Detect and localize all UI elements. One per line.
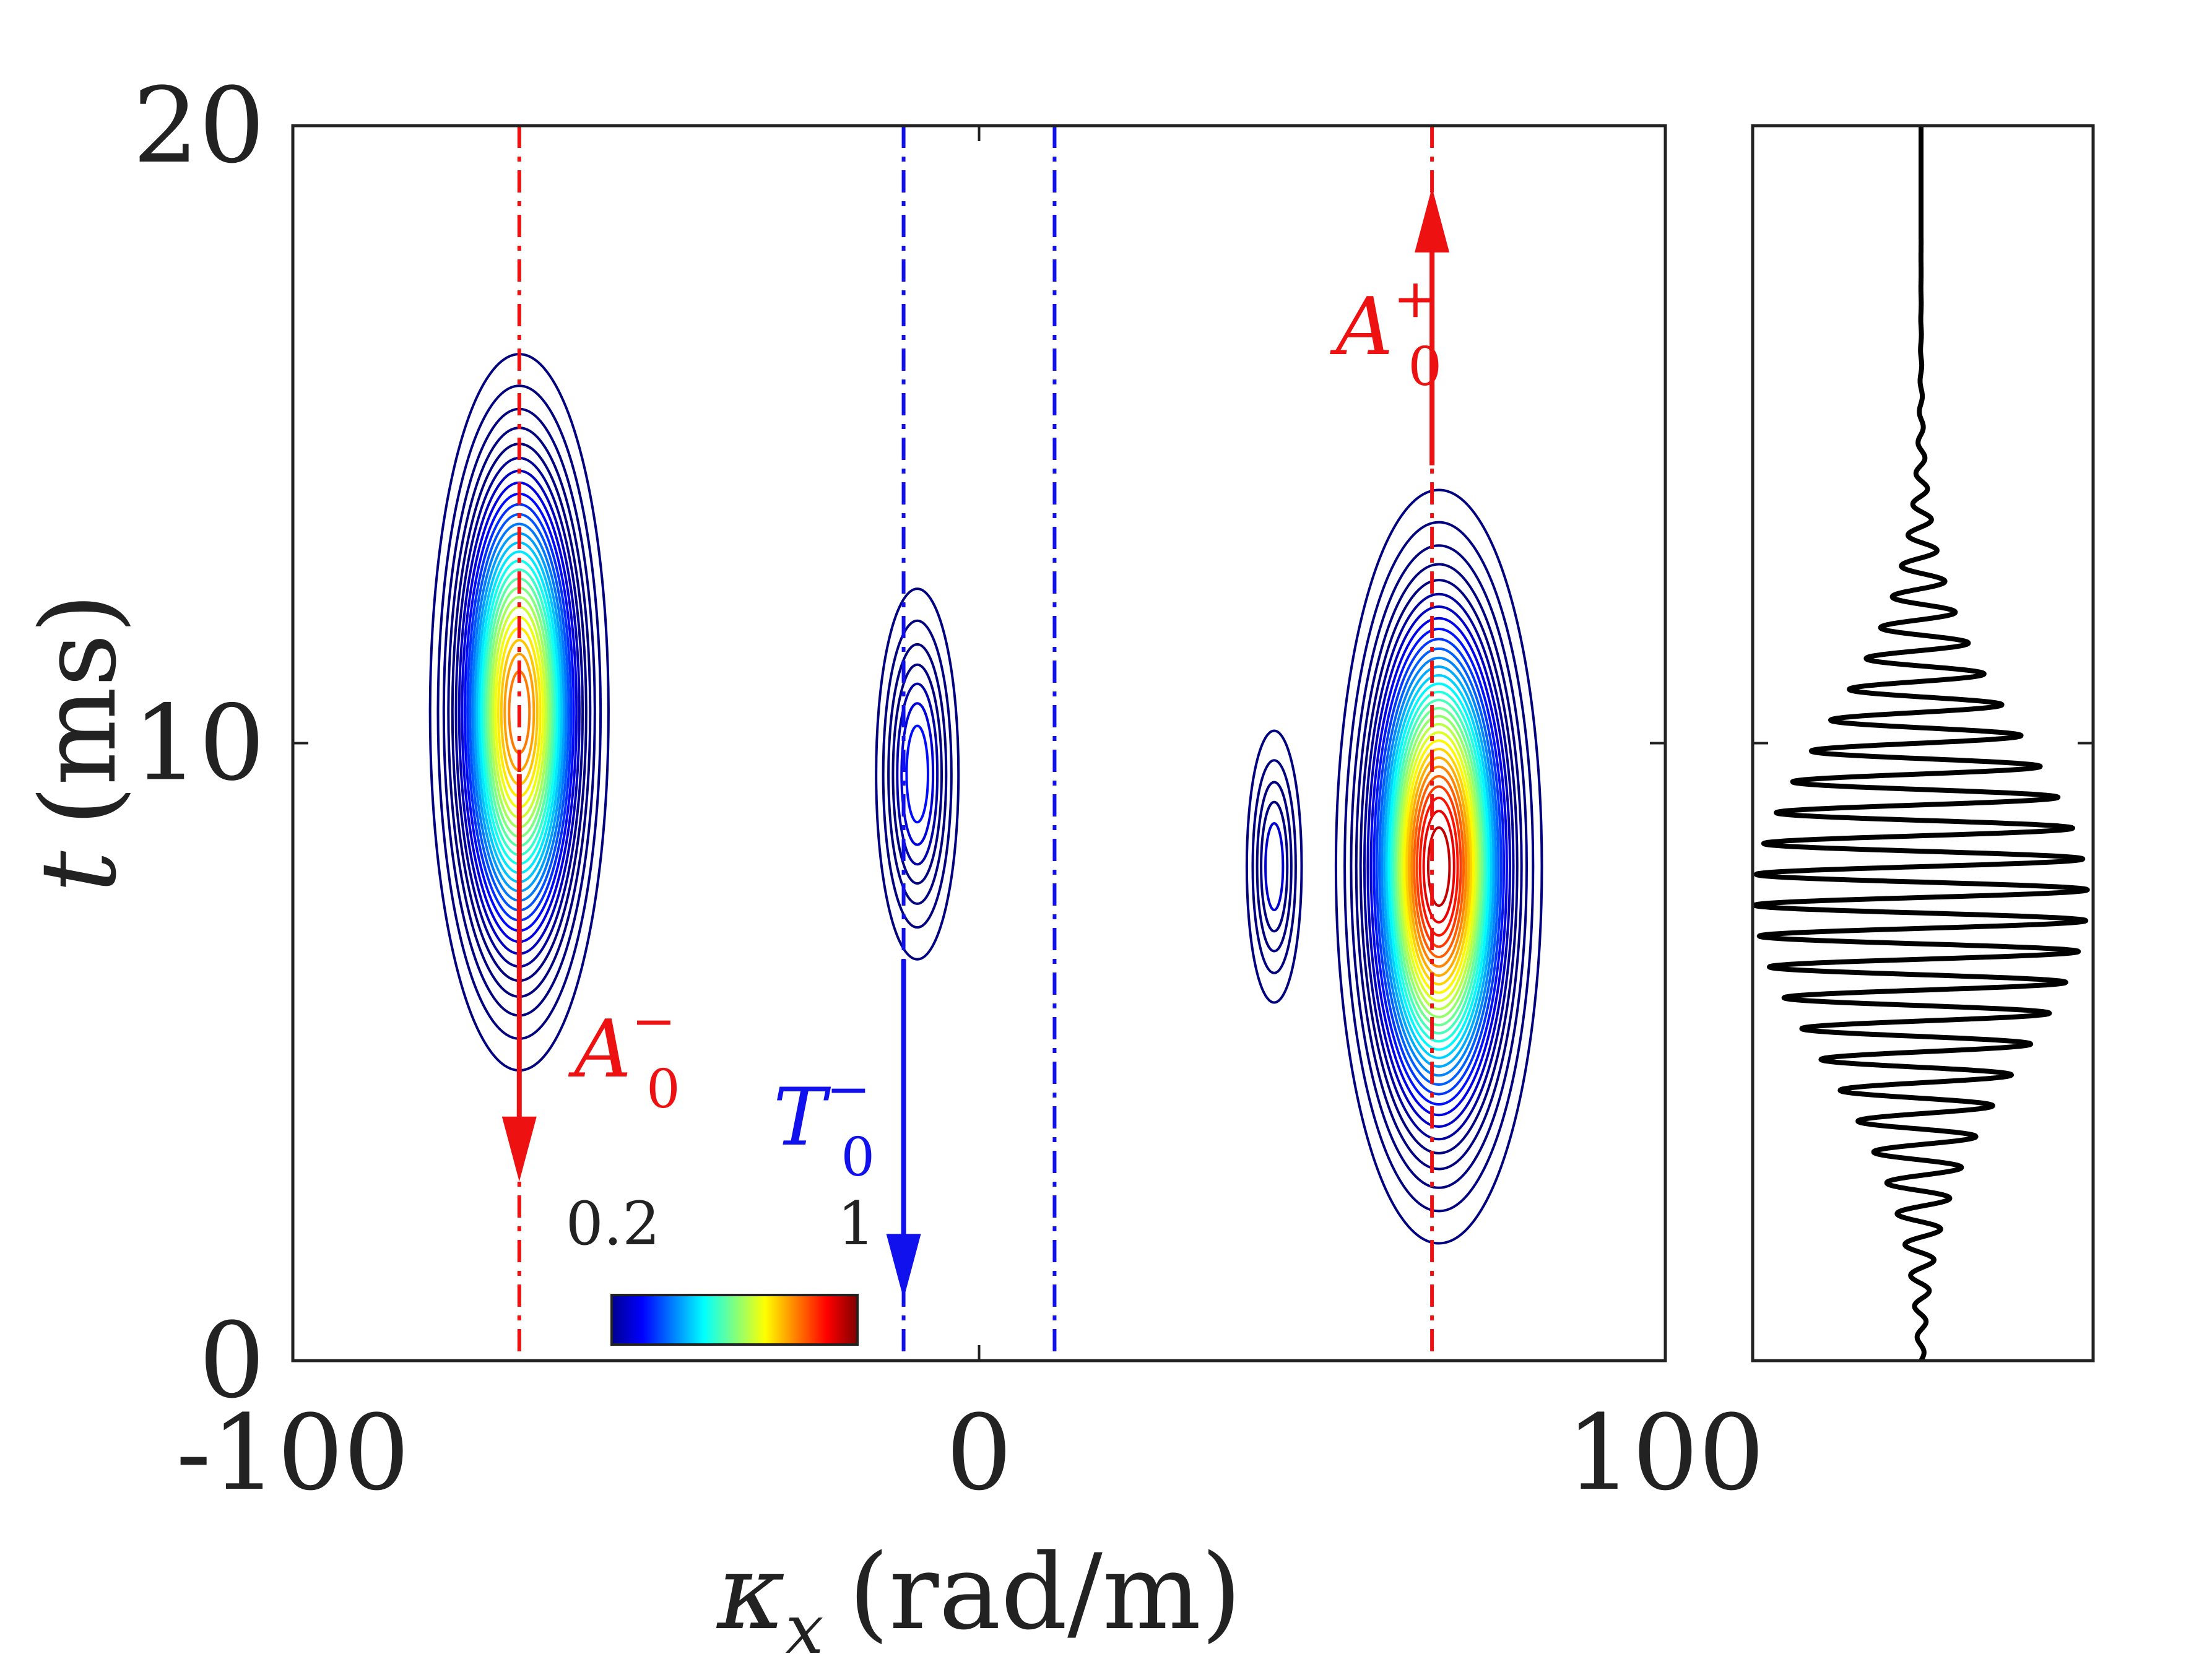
A0-plus-line: A+ 0 <box>1330 126 1450 1361</box>
contour-level <box>1369 617 1508 1117</box>
contour-level <box>1264 822 1285 911</box>
contour-level <box>1366 605 1511 1128</box>
contour-level <box>1415 785 1462 948</box>
reference-lines: A− 0 T− 0A+ 0 <box>501 126 1450 1361</box>
A0-minus-line-arrow-head <box>501 1116 537 1182</box>
contour-level <box>1422 810 1455 924</box>
contour-level <box>1343 521 1535 1213</box>
x-tick-label: 100 <box>1566 1392 1765 1514</box>
contour-level <box>1375 638 1503 1096</box>
A0-minus-line-label-symbol: A <box>568 1003 631 1096</box>
contour-level <box>1392 698 1486 1035</box>
side-axis-ticks <box>1753 124 2093 1362</box>
colorbar-min-label: 0.2 <box>566 1189 661 1258</box>
T0-minus-packet <box>875 587 960 961</box>
contour-level <box>1394 707 1484 1026</box>
A0-plus-packet <box>1334 488 1543 1245</box>
y-axis-unit: (ms) <box>18 593 139 826</box>
contour-level <box>1251 759 1297 974</box>
A0-minus-line-label-sup: − <box>631 990 676 1052</box>
T0-minus-line-label-symbol: T <box>773 1072 831 1164</box>
contour-level <box>1373 628 1506 1106</box>
small-packet <box>1245 729 1303 1004</box>
contour-level <box>900 702 935 846</box>
contour-level <box>1405 748 1473 985</box>
contour-level <box>1334 488 1543 1245</box>
y-tick-label: 20 <box>132 65 265 186</box>
T0-minus-line-label: T− 0 <box>773 1059 875 1189</box>
T0-minus-line: T− 0 <box>773 126 921 1361</box>
A0-minus-line-label: A− 0 <box>568 990 680 1120</box>
A0-plus-line-label-sub: 0 <box>1408 336 1442 398</box>
contour-level <box>1399 722 1480 1011</box>
A0-plus-line-label: A+ 0 <box>1330 268 1442 398</box>
time-signal-line <box>1753 126 2090 1361</box>
contour-level <box>1403 739 1475 994</box>
A0-plus-line-label-symbol: A <box>1330 281 1393 373</box>
contour-level <box>1359 579 1519 1154</box>
contour-level <box>1381 656 1498 1077</box>
contour-level <box>1355 563 1523 1171</box>
contour-level <box>1245 729 1303 1004</box>
contour-level <box>1378 647 1500 1086</box>
contour-level <box>1396 714 1481 1019</box>
contour-level <box>1385 674 1493 1060</box>
contour-level <box>1387 682 1490 1051</box>
x-axis-subscript: x <box>786 1590 824 1659</box>
contour-level <box>1382 665 1495 1068</box>
contour-level <box>1350 544 1528 1189</box>
colorbar: 0.2 1 <box>566 1189 875 1346</box>
x-axis-label: κx (rad/m) <box>716 1531 1241 1659</box>
contour-level <box>882 619 953 929</box>
contour-level <box>891 663 943 885</box>
T0-minus-line-arrow-head <box>886 1234 921 1299</box>
side-signal-panel <box>1751 124 2095 1362</box>
colorbar-max-label: 1 <box>837 1189 875 1258</box>
contour-level <box>1363 592 1515 1141</box>
A0-minus-line-label-sub: 0 <box>646 1059 680 1120</box>
contour-level <box>1260 800 1289 933</box>
y-tick-label: 0 <box>199 1300 265 1421</box>
x-axis-unit: (rad/m) <box>849 1531 1242 1653</box>
x-tick-label: 0 <box>946 1392 1012 1514</box>
y-tick-label: 10 <box>132 683 265 804</box>
T0-minus-line-label-sup: − <box>826 1059 870 1120</box>
contour-level <box>1427 826 1451 907</box>
contour-level <box>1418 796 1459 937</box>
contour-level <box>875 587 960 961</box>
colorbar-gradient <box>610 1294 859 1346</box>
contour-level <box>905 724 929 824</box>
contour-layer <box>428 353 1543 1245</box>
contour-level <box>896 682 939 866</box>
contour-level <box>1413 775 1465 958</box>
contour-level <box>1408 756 1470 977</box>
A0-plus-line-arrow-head <box>1415 187 1450 253</box>
T0-minus-line-label-sub: 0 <box>841 1127 875 1189</box>
x-axis-symbol: κ <box>716 1531 785 1653</box>
y-axis-symbol: t <box>18 851 139 893</box>
A0-minus-line: A− 0 <box>501 126 680 1361</box>
contour-level <box>1390 690 1488 1043</box>
contour-level <box>1400 731 1477 1002</box>
contour-level <box>887 643 948 905</box>
contour-level <box>1410 765 1468 968</box>
x-tick-label: -100 <box>176 1392 409 1514</box>
y-axis-label: t (ms) <box>18 593 139 893</box>
contour-level <box>1256 781 1293 953</box>
A0-plus-line-label-sup: + <box>1393 268 1438 330</box>
